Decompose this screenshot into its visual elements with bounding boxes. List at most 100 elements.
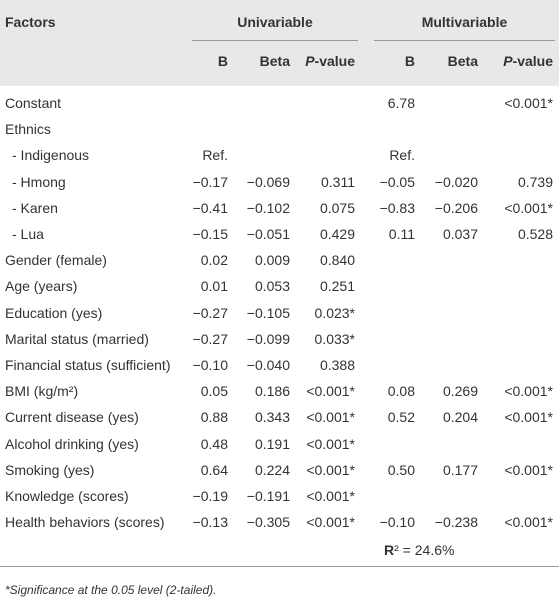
sub-header: P-value (305, 53, 355, 69)
row-label: Constant (5, 95, 62, 111)
row-label: Current disease (yes) (5, 409, 139, 426)
sub-header: P-value (503, 53, 553, 69)
cell: 0.191 (254, 435, 290, 452)
cell: 0.311 (321, 173, 355, 190)
cell: −0.069 (246, 173, 290, 190)
cell: 6.78 (387, 95, 415, 111)
group-header: Multivariable (421, 14, 508, 30)
cell: −0.238 (434, 514, 478, 531)
sub-header: Beta (447, 53, 478, 69)
cell: 0.52 (387, 409, 415, 426)
cell: −0.13 (192, 514, 228, 531)
cell: 0.269 (442, 383, 478, 400)
cell: 0.64 (200, 461, 228, 478)
cell: 0.429 (319, 226, 355, 242)
cell: −0.206 (434, 199, 478, 216)
cell: 0.05 (200, 383, 228, 400)
cell: 0.224 (254, 461, 290, 478)
cell: −0.05 (379, 173, 415, 190)
cell: −0.051 (246, 226, 290, 242)
cell: <0.001* (306, 409, 355, 426)
cell: <0.001* (504, 95, 553, 111)
row-label: Health behaviors (scores) (5, 514, 165, 531)
cell: 0.48 (200, 435, 228, 452)
cell: <0.001* (306, 383, 355, 400)
r-squared: R² = 24.6% (384, 541, 454, 559)
row-label: Knowledge (scores) (5, 488, 129, 504)
cell: 0.037 (442, 226, 478, 242)
cell: 0.02 (200, 252, 228, 269)
row-label: - Indigenous (12, 147, 90, 164)
row-label: - Hmong (12, 173, 66, 190)
cell: −0.191 (246, 488, 290, 504)
footnote: *Significance at the 0.05 level (2-taile… (5, 583, 217, 597)
group-rule (192, 40, 358, 41)
header-band (0, 0, 559, 86)
cell: 0.739 (517, 173, 553, 190)
cell: <0.001* (306, 514, 355, 531)
cell: −0.41 (192, 199, 228, 216)
row-label: Marital status (married) (5, 330, 149, 347)
cell: 0.186 (254, 383, 290, 400)
cell: −0.105 (246, 304, 290, 321)
row-label: Education (yes) (5, 304, 103, 321)
cell: 0.009 (254, 252, 290, 269)
cell: −0.040 (246, 357, 290, 373)
row-label: Ethnics (5, 121, 51, 138)
cell: 0.388 (319, 357, 355, 373)
cell: 0.204 (442, 409, 478, 426)
cell: 0.343 (254, 409, 290, 426)
factors-header: Factors (5, 14, 56, 30)
cell: <0.001* (504, 514, 553, 531)
cell: 0.053 (254, 278, 290, 295)
cell: Ref. (389, 147, 415, 164)
row-label: - Lua (12, 226, 44, 242)
cell: 0.177 (442, 461, 478, 478)
row-label: BMI (kg/m²) (5, 383, 79, 400)
cell: 0.251 (319, 278, 355, 295)
cell: Ref. (202, 147, 228, 164)
cell: 0.11 (388, 226, 415, 242)
cell: −0.27 (192, 304, 228, 321)
row-label: - Karen (12, 199, 58, 216)
r-squared-text: R² = 24.6% (384, 542, 455, 558)
cell: 0.88 (200, 409, 228, 426)
cell: 0.840 (319, 252, 355, 269)
cell: <0.001* (504, 409, 553, 426)
cell: 0.023* (314, 304, 355, 321)
cell: 0.01 (200, 278, 228, 295)
cell: 0.033* (314, 330, 355, 347)
cell: −0.102 (246, 199, 290, 216)
cell: −0.10 (379, 514, 415, 531)
cell: <0.001* (306, 488, 355, 504)
row-label: Gender (female) (5, 252, 107, 269)
cell: −0.099 (246, 330, 290, 347)
cell: −0.19 (192, 488, 228, 504)
cell: <0.001* (306, 461, 355, 478)
cell: <0.001* (504, 199, 553, 216)
cell: −0.83 (379, 199, 415, 216)
row-label: Alcohol drinking (yes) (5, 435, 139, 452)
cell: −0.305 (246, 514, 290, 531)
cell: 0.528 (517, 226, 553, 242)
row-label: Smoking (yes) (5, 461, 95, 478)
cell: −0.27 (192, 330, 228, 347)
cell: 0.075 (319, 199, 355, 216)
sub-header: B (217, 53, 228, 69)
cell: −0.10 (192, 357, 228, 373)
sub-header: B (404, 53, 415, 69)
cell: <0.001* (306, 435, 355, 452)
row-label: Financial status (sufficient) (5, 357, 171, 373)
cell: <0.001* (504, 383, 553, 400)
cell: −0.17 (192, 173, 228, 190)
table-bottom-rule (0, 566, 559, 567)
row-label: Age (years) (5, 278, 78, 295)
group-header: Univariable (237, 14, 313, 30)
group-rule (374, 40, 555, 41)
cell: 0.08 (387, 383, 415, 400)
cell: <0.001* (504, 461, 553, 478)
cell: −0.020 (434, 173, 478, 190)
sub-header: Beta (259, 53, 290, 69)
cell: −0.15 (192, 226, 228, 242)
